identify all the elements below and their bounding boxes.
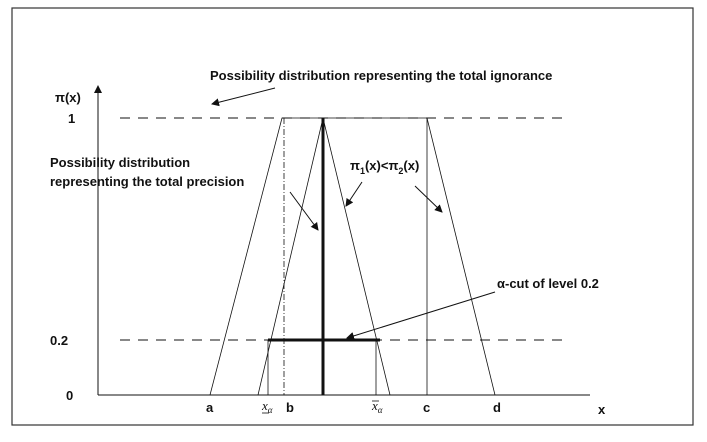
arrow bbox=[345, 181, 363, 207]
x-lower-label: xα bbox=[261, 398, 273, 415]
arrow bbox=[211, 87, 276, 107]
text: α bbox=[378, 405, 383, 415]
point-label: a bbox=[206, 400, 214, 415]
point-label: b bbox=[286, 400, 294, 415]
point-label: d bbox=[493, 400, 501, 415]
relation-label: π1(x)<π2(x) bbox=[350, 158, 419, 176]
ignorance-label: Possibility distribution representing th… bbox=[210, 68, 552, 83]
x-axis-label: x bbox=[598, 402, 606, 417]
precision-label: representing the total precision bbox=[50, 174, 244, 189]
level-label: 1 bbox=[68, 111, 75, 126]
trapezoid bbox=[209, 117, 496, 396]
text: (x)<π bbox=[365, 158, 398, 173]
arrow bbox=[346, 291, 496, 340]
precision-label: Possibility distribution bbox=[50, 155, 190, 170]
level-label: 0.2 bbox=[50, 333, 68, 348]
text: π bbox=[350, 158, 360, 173]
text: 1 bbox=[360, 166, 365, 176]
x-upper-label: xα bbox=[371, 398, 383, 415]
level-label: 0 bbox=[66, 388, 73, 403]
text: 2 bbox=[398, 166, 403, 176]
y-axis-label: π(x) bbox=[55, 90, 81, 105]
text: x bbox=[371, 398, 378, 413]
frame bbox=[11, 7, 694, 426]
arrow bbox=[289, 191, 319, 231]
plot-lines bbox=[94, 85, 590, 396]
text: (x) bbox=[403, 158, 419, 173]
alpha-cut-label: α-cut of level 0.2 bbox=[497, 276, 599, 291]
point-label: c bbox=[423, 400, 430, 415]
arrow bbox=[414, 185, 443, 213]
text: α bbox=[268, 405, 273, 415]
text: x bbox=[261, 398, 268, 413]
